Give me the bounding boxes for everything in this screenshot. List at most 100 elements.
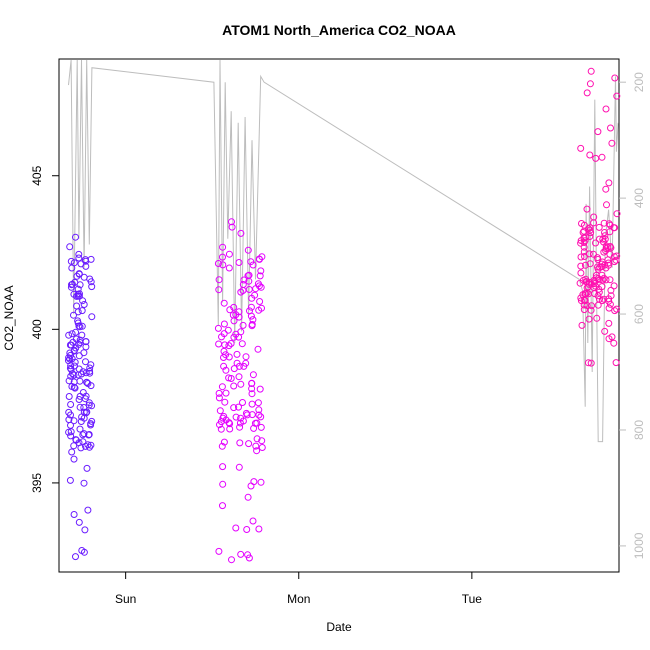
data-point [215,340,223,348]
data-point [578,321,586,329]
data-point [235,463,243,471]
data-point [602,247,610,255]
data-point [82,343,90,351]
data-point [580,243,588,251]
data-point [607,292,615,300]
data-point [603,201,610,209]
data-point [67,421,74,429]
data-point [584,359,592,367]
data-point [606,243,614,250]
data-point [255,525,263,533]
data-point [601,229,608,236]
data-point [242,359,250,367]
data-point [583,289,591,297]
data-point [219,253,226,261]
data-point [235,259,243,266]
data-point [215,286,223,294]
data-point [605,220,613,228]
data-point [256,272,264,280]
data-point [253,447,261,455]
data-point [87,361,95,369]
y-tick-label: 405 [30,165,44,185]
data-point [598,260,606,268]
data-point [222,389,230,397]
x-tick-label: Mon [287,592,310,606]
data-point [594,128,602,136]
data-point [65,393,73,400]
data-point [65,354,73,362]
data-point [216,407,224,415]
data-point [592,239,599,247]
data-point [65,416,73,424]
data-point [582,290,590,298]
data-point [68,383,76,390]
data-point [82,442,89,450]
data-point [605,304,613,312]
data-point [70,511,78,518]
data-point [250,424,258,432]
data-point [228,218,235,226]
data-point [248,390,256,398]
data-point [76,339,84,346]
data-point [220,299,228,307]
data-point [219,502,226,510]
data-point [219,414,227,422]
data-point [587,359,595,367]
data-point [219,243,227,251]
data-point [68,448,76,456]
data-point [610,282,618,290]
data-point [602,276,610,284]
data-point [613,210,621,218]
data-point [257,413,265,421]
data-point [596,235,603,243]
data-point [238,340,246,348]
data-point [87,420,95,428]
data-point [253,435,261,443]
data-point [232,413,240,421]
data-point [591,277,599,285]
y-axis-label: CO2_NOAA [2,285,16,350]
data-point [222,351,230,359]
data-point [601,327,609,335]
data-point [218,442,226,450]
data-point [585,315,593,323]
data-point [598,271,606,279]
data-point [87,255,95,263]
data-point [75,270,83,278]
data-point [72,328,80,336]
data-point [82,369,90,377]
data-point [71,362,78,370]
data-point [236,439,244,447]
data-point [220,362,228,370]
data-point [70,442,78,450]
data-point [239,281,247,288]
data-point [72,233,79,241]
data-point [81,526,89,534]
data-point [254,399,262,407]
data-point [239,321,247,329]
data-point [248,400,256,408]
data-point [244,246,252,254]
data-point [246,307,253,315]
data-point [239,399,246,406]
data-point [248,380,256,387]
data-point [610,253,618,261]
data-point [244,493,252,501]
data-point [592,274,600,282]
data-point [82,409,90,417]
data-point [230,365,238,373]
data-point [86,275,94,283]
data-point [256,298,264,305]
data-point [577,144,585,152]
data-point [225,264,233,272]
data-point [67,401,75,408]
data-point [82,358,89,366]
data-point [215,389,223,397]
data-point [585,225,592,233]
data-point [233,350,241,358]
data-point [72,344,80,352]
data-point [235,373,243,381]
data-point [226,420,234,428]
data-point [75,518,83,526]
data-point [247,482,255,490]
